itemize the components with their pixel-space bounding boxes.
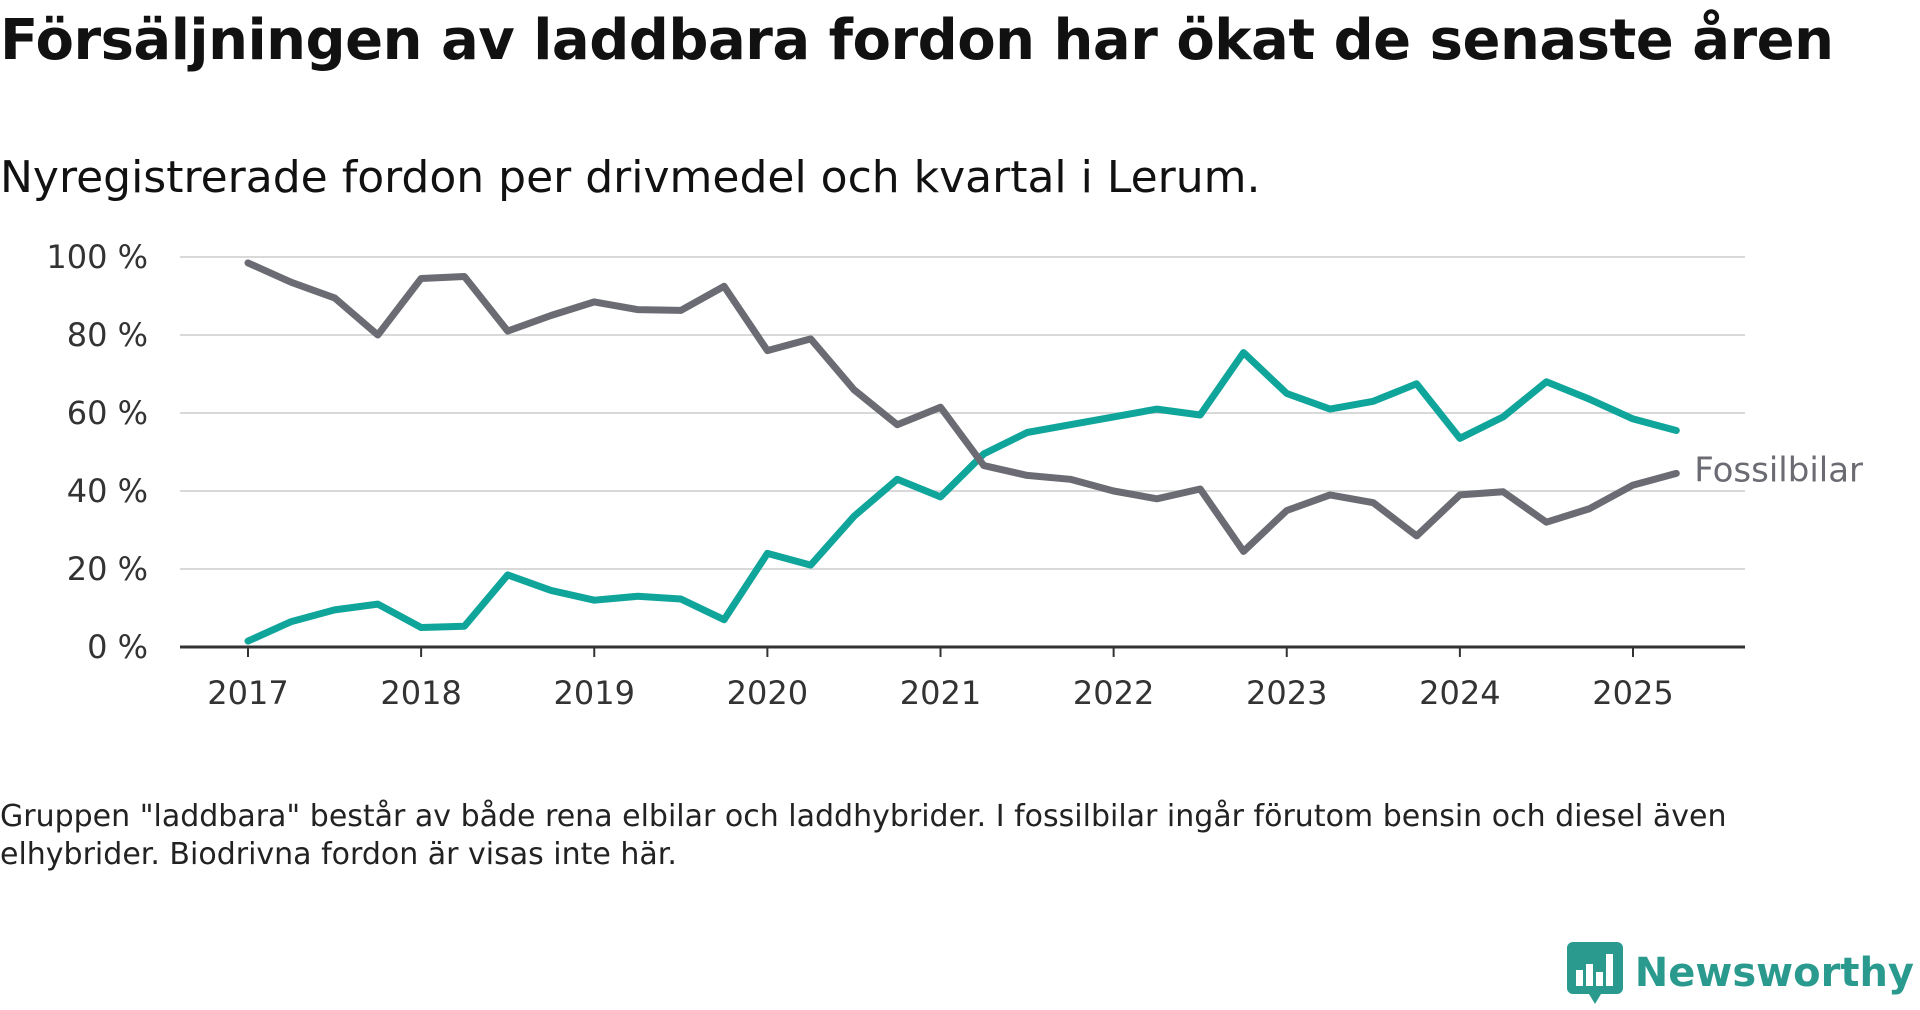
newsworthy-logo-icon (1566, 942, 1623, 1004)
y-tick-label: 20 % (67, 550, 148, 588)
y-tick-label: 60 % (67, 394, 148, 432)
y-tick-label: 100 % (46, 238, 148, 276)
y-tick-label: 0 % (87, 628, 148, 666)
x-tick-label: 2017 (207, 674, 288, 712)
y-tick-label: 40 % (67, 472, 148, 510)
chart-subtitle: Nyregistrerade fordon per drivmedel och … (0, 152, 1261, 203)
x-tick-label: 2021 (900, 674, 981, 712)
x-tick-label: 2023 (1246, 674, 1327, 712)
brand-name: Newsworthy (1634, 950, 1914, 996)
chart-title: Försäljningen av laddbara fordon har öka… (0, 8, 1834, 73)
x-tick-label: 2025 (1592, 674, 1673, 712)
x-tick-label: 2020 (727, 674, 808, 712)
series-line-fossilbilar (244, 259, 1680, 555)
x-tick-label: 2022 (1073, 674, 1154, 712)
x-tick-label: 2018 (380, 674, 461, 712)
brand-logo[interactable]: Newsworthy (1566, 938, 1914, 1008)
x-tick-label: 2024 (1419, 674, 1500, 712)
series-label-fossilbilar: Fossilbilar (1694, 450, 1863, 490)
footnote: Gruppen "laddbara" består av både rena e… (0, 799, 1727, 872)
y-tick-label: 80 % (67, 316, 148, 354)
series-line-laddbara (244, 349, 1680, 645)
line-chart: 0 % 20 % 40 % 60 % 80 % 100 % 2017 2018 2019 2020… (46, 238, 1863, 712)
x-tick-label: 2019 (554, 674, 635, 712)
